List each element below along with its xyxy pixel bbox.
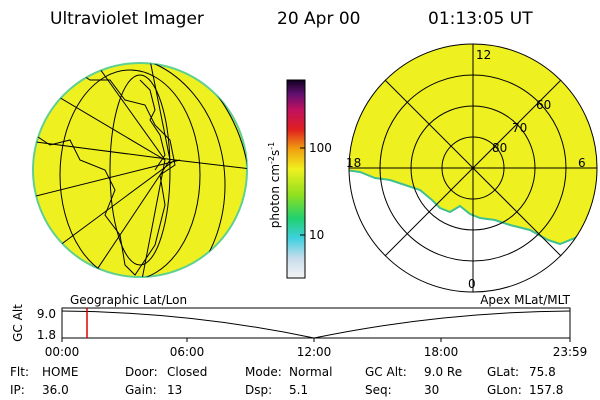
time: 01:13:05 UT <box>428 9 533 29</box>
ring-label: 60 <box>536 98 551 112</box>
mlt-label: 12 <box>476 48 491 62</box>
status-value: 30 <box>424 383 439 397</box>
colorbar-tick-label: 100 <box>309 141 332 155</box>
status-label: Dsp: <box>245 383 272 397</box>
status-value: 36.0 <box>42 383 69 397</box>
status-label: IP: <box>10 383 25 397</box>
status-label: Gain: <box>125 383 157 397</box>
status-label: GC Alt: <box>365 365 407 379</box>
polar-image <box>348 43 598 293</box>
colorbar <box>286 79 306 279</box>
status-field: Door: Closed <box>125 365 207 379</box>
mlt-label: 18 <box>346 156 361 170</box>
timeline-xtick: 18:00 <box>424 345 459 359</box>
timeline-box <box>61 307 571 339</box>
status-label: Door: <box>125 365 158 379</box>
timeline-axis-label: GC Alt <box>11 304 25 342</box>
status-label: GLat: <box>487 365 519 379</box>
unit: photon cm <box>268 164 282 228</box>
status-label: Seq: <box>365 383 392 397</box>
status-field: Mode: Normal <box>245 365 332 379</box>
status-label: Flt: <box>10 365 29 379</box>
globe-image <box>32 62 248 278</box>
status-field: Gain: 13 <box>125 383 182 397</box>
status-label: Mode: <box>245 365 282 379</box>
status-field: GLat: 75.8 <box>487 365 556 379</box>
timeline-xtick: 06:00 <box>170 345 205 359</box>
status-label: GLon: <box>487 383 522 397</box>
date: 20 Apr 00 <box>277 9 360 29</box>
exp: -1 <box>267 142 276 150</box>
projection-label: Geographic Lat/Lon <box>70 293 187 307</box>
colorbar-tick-label: 10 <box>309 228 324 242</box>
projection-label: Apex MLat/MLT <box>480 293 570 307</box>
mlt-label: 6 <box>578 156 586 170</box>
ring-label: 70 <box>512 121 527 135</box>
mlt-label: 0 <box>468 277 476 291</box>
timeline-ytick: 1.8 <box>37 328 56 342</box>
status-value: 5.1 <box>289 383 308 397</box>
status-value: Normal <box>289 365 332 379</box>
status-value: Closed <box>167 365 207 379</box>
altitude-curve <box>61 310 571 339</box>
status-field: Flt: HOME <box>10 365 78 379</box>
status-value: 75.8 <box>529 365 556 379</box>
status-field: Seq: 30 <box>365 383 439 397</box>
status-field: GC Alt: 9.0 Re <box>365 365 462 379</box>
timeline-xtick: 12:00 <box>297 345 332 359</box>
timeline-ytick: 9.0 <box>37 307 56 321</box>
status-field: GLon: 157.8 <box>487 383 563 397</box>
exp: -2 <box>267 156 276 164</box>
timeline-xtick: 23:59 <box>553 345 588 359</box>
ring-label: 80 <box>492 141 507 155</box>
status-value: 157.8 <box>529 383 563 397</box>
status-value: HOME <box>42 365 78 379</box>
timeline-xtick: 00:00 <box>45 345 80 359</box>
status-value: 13 <box>167 383 182 397</box>
colorbar-label: photon cm-2s-1 <box>267 142 282 229</box>
status-value: 9.0 Re <box>424 365 462 379</box>
unit: s <box>268 150 282 156</box>
title: Ultraviolet Imager <box>50 9 204 29</box>
status-field: IP: 36.0 <box>10 383 69 397</box>
status-field: Dsp: 5.1 <box>245 383 308 397</box>
